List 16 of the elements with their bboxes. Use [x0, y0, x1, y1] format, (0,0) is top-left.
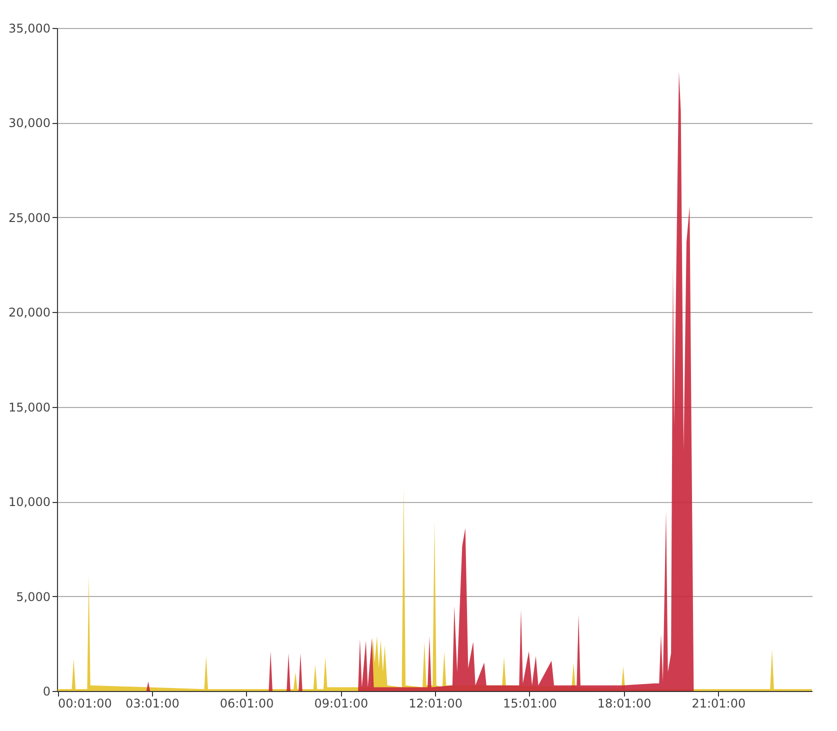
x-tick-label: 03:01:00: [125, 696, 180, 710]
y-tick-label: 10,000: [8, 495, 50, 510]
x-tick-label: 06:01:00: [220, 696, 274, 710]
x-tick-label: 00:01:00: [58, 696, 112, 710]
x-tick-label: 12:01:00: [408, 696, 462, 710]
y-tick-label: 5,000: [16, 590, 50, 604]
x-tick-label: 21:01:00: [692, 696, 746, 710]
x-tick-label: 18:01:00: [597, 696, 652, 710]
y-tick-label: 35,000: [8, 22, 50, 36]
y-tick-label: 0: [42, 684, 50, 698]
y-tick-label: 20,000: [8, 306, 50, 320]
x-tick-label: 09:01:00: [314, 696, 368, 710]
x-tick-label: 15:01:00: [502, 696, 557, 710]
y-tick-label: 30,000: [8, 116, 50, 130]
y-tick-label: 15,000: [8, 400, 50, 414]
y-tick-label: 25,000: [8, 210, 50, 225]
